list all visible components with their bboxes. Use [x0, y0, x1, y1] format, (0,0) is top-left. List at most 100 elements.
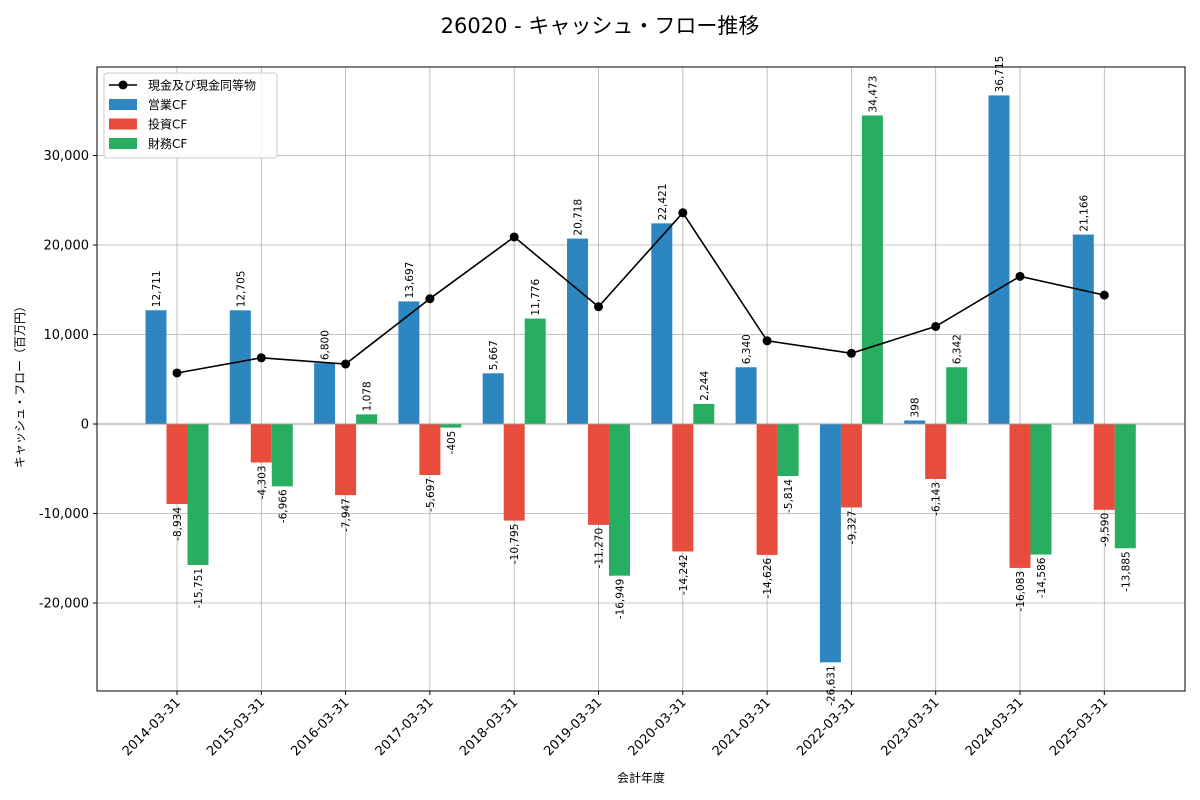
- bar-value-label: -9,327: [846, 510, 858, 544]
- y-axis-label: キャッシュ・フロー（百万円）: [13, 300, 27, 468]
- bar: [503, 424, 525, 521]
- bar-value-label: -15,751: [193, 568, 205, 609]
- cash-point: [256, 353, 266, 363]
- bar: [567, 238, 588, 424]
- bar-value-label: -16,083: [1015, 571, 1027, 612]
- bar: [672, 424, 694, 552]
- cash-point: [509, 232, 519, 242]
- bar-value-label: -14,626: [762, 558, 774, 599]
- bar: [524, 318, 546, 424]
- bar-value-label: -5,697: [425, 478, 437, 512]
- bar: [271, 424, 293, 487]
- bar-value-label: 1,078: [362, 381, 374, 411]
- bar-value-label: 13,697: [404, 262, 416, 299]
- bar-value-label: -26,631: [825, 665, 837, 706]
- legend-bar-swatch: [109, 118, 137, 130]
- legend-entry-label: 営業CF: [148, 98, 187, 112]
- legend-entry-label: 投資CF: [148, 117, 187, 132]
- bar: [419, 424, 441, 475]
- bar-value-label: -7,947: [341, 498, 353, 532]
- bar-value-label: -9,590: [1099, 513, 1111, 547]
- legend-entry-label: 財務CF: [148, 136, 187, 151]
- bar-value-label: -14,586: [1036, 557, 1048, 598]
- bar-value-label: 398: [910, 397, 922, 417]
- bar-value-label: 6,800: [320, 330, 332, 360]
- bar-value-label: -16,949: [615, 579, 627, 620]
- bar-value-label: -13,885: [1120, 551, 1132, 592]
- bar-value-label: 22,421: [657, 184, 669, 221]
- y-tick-label: -20,000: [39, 597, 89, 612]
- legend-marker-swatch: [118, 80, 128, 90]
- bar: [861, 115, 883, 425]
- bar-value-label: -10,795: [509, 524, 521, 565]
- bar: [651, 223, 673, 424]
- y-tick-label: 30,000: [44, 149, 90, 164]
- bar: [588, 424, 609, 525]
- cash-point: [846, 348, 856, 358]
- bar: [314, 363, 336, 424]
- bar-value-label: -11,270: [594, 528, 606, 569]
- bar-value-label: 36,715: [994, 56, 1006, 93]
- bar-value-label: 34,473: [867, 76, 879, 113]
- bar: [250, 424, 272, 463]
- line-layer: [172, 208, 1109, 378]
- bar-value-label: 5,667: [488, 340, 500, 370]
- bar-value-label: 6,342: [952, 334, 964, 364]
- plot-frame: [96, 66, 1186, 692]
- bar-value-label: -6,966: [277, 489, 289, 523]
- bar: [1072, 234, 1094, 424]
- bar: [756, 424, 778, 555]
- x-axis-label: 会計年度: [617, 770, 665, 785]
- cash-point: [1015, 271, 1025, 281]
- y-tick-label: 20,000: [44, 239, 90, 254]
- legend-bar-swatch: [109, 99, 137, 110]
- bar: [1114, 424, 1136, 549]
- cash-point: [172, 368, 182, 378]
- bar: [398, 301, 420, 424]
- cash-line: [176, 211, 1105, 374]
- cash-point: [678, 208, 688, 218]
- bar-value-label: 21,166: [1078, 195, 1090, 232]
- bar: [946, 367, 968, 424]
- legend-entry-label: 現金及び現金同等物: [148, 78, 256, 93]
- bar-value-label: 12,711: [151, 270, 163, 307]
- bar: [1030, 424, 1052, 555]
- cash-point: [762, 336, 772, 346]
- bar-value-label: -14,242: [678, 554, 690, 595]
- y-tick-label: -10,000: [39, 507, 89, 522]
- bar: [988, 95, 1010, 424]
- bar-value-label: 6,340: [741, 334, 753, 364]
- bar: [166, 424, 188, 504]
- bar: [777, 424, 799, 477]
- bar: [819, 424, 841, 663]
- bar: [735, 367, 757, 424]
- chart-title: 26020 - キャッシュ・フロー推移: [441, 14, 760, 38]
- bar: [356, 414, 378, 424]
- bars-layer: [145, 95, 1136, 663]
- bar-value-label: -4,303: [256, 466, 268, 500]
- cash-point: [425, 294, 435, 304]
- bar: [440, 424, 462, 428]
- bar-value-label: -8,934: [172, 507, 184, 541]
- bar: [229, 310, 251, 424]
- bar: [693, 403, 715, 424]
- bar-value-label: 11,776: [530, 279, 542, 316]
- cash-point: [594, 302, 603, 312]
- bar-value-label: 2,244: [699, 371, 711, 401]
- bar: [335, 424, 357, 496]
- bar: [145, 310, 167, 424]
- bar: [482, 373, 504, 424]
- bar: [1093, 424, 1115, 510]
- bar-value-label: -5,814: [783, 479, 795, 513]
- bar: [925, 424, 947, 479]
- bar-value-label: -6,143: [931, 482, 943, 516]
- bar: [840, 424, 862, 508]
- bar-value-label: 20,718: [573, 199, 585, 236]
- bar: [904, 420, 926, 424]
- cash-point: [341, 359, 351, 369]
- y-tick-label: 0: [81, 418, 89, 433]
- y-tick-label: 10,000: [44, 328, 90, 343]
- bar-value-label: 12,705: [235, 271, 247, 308]
- bar: [1009, 424, 1031, 568]
